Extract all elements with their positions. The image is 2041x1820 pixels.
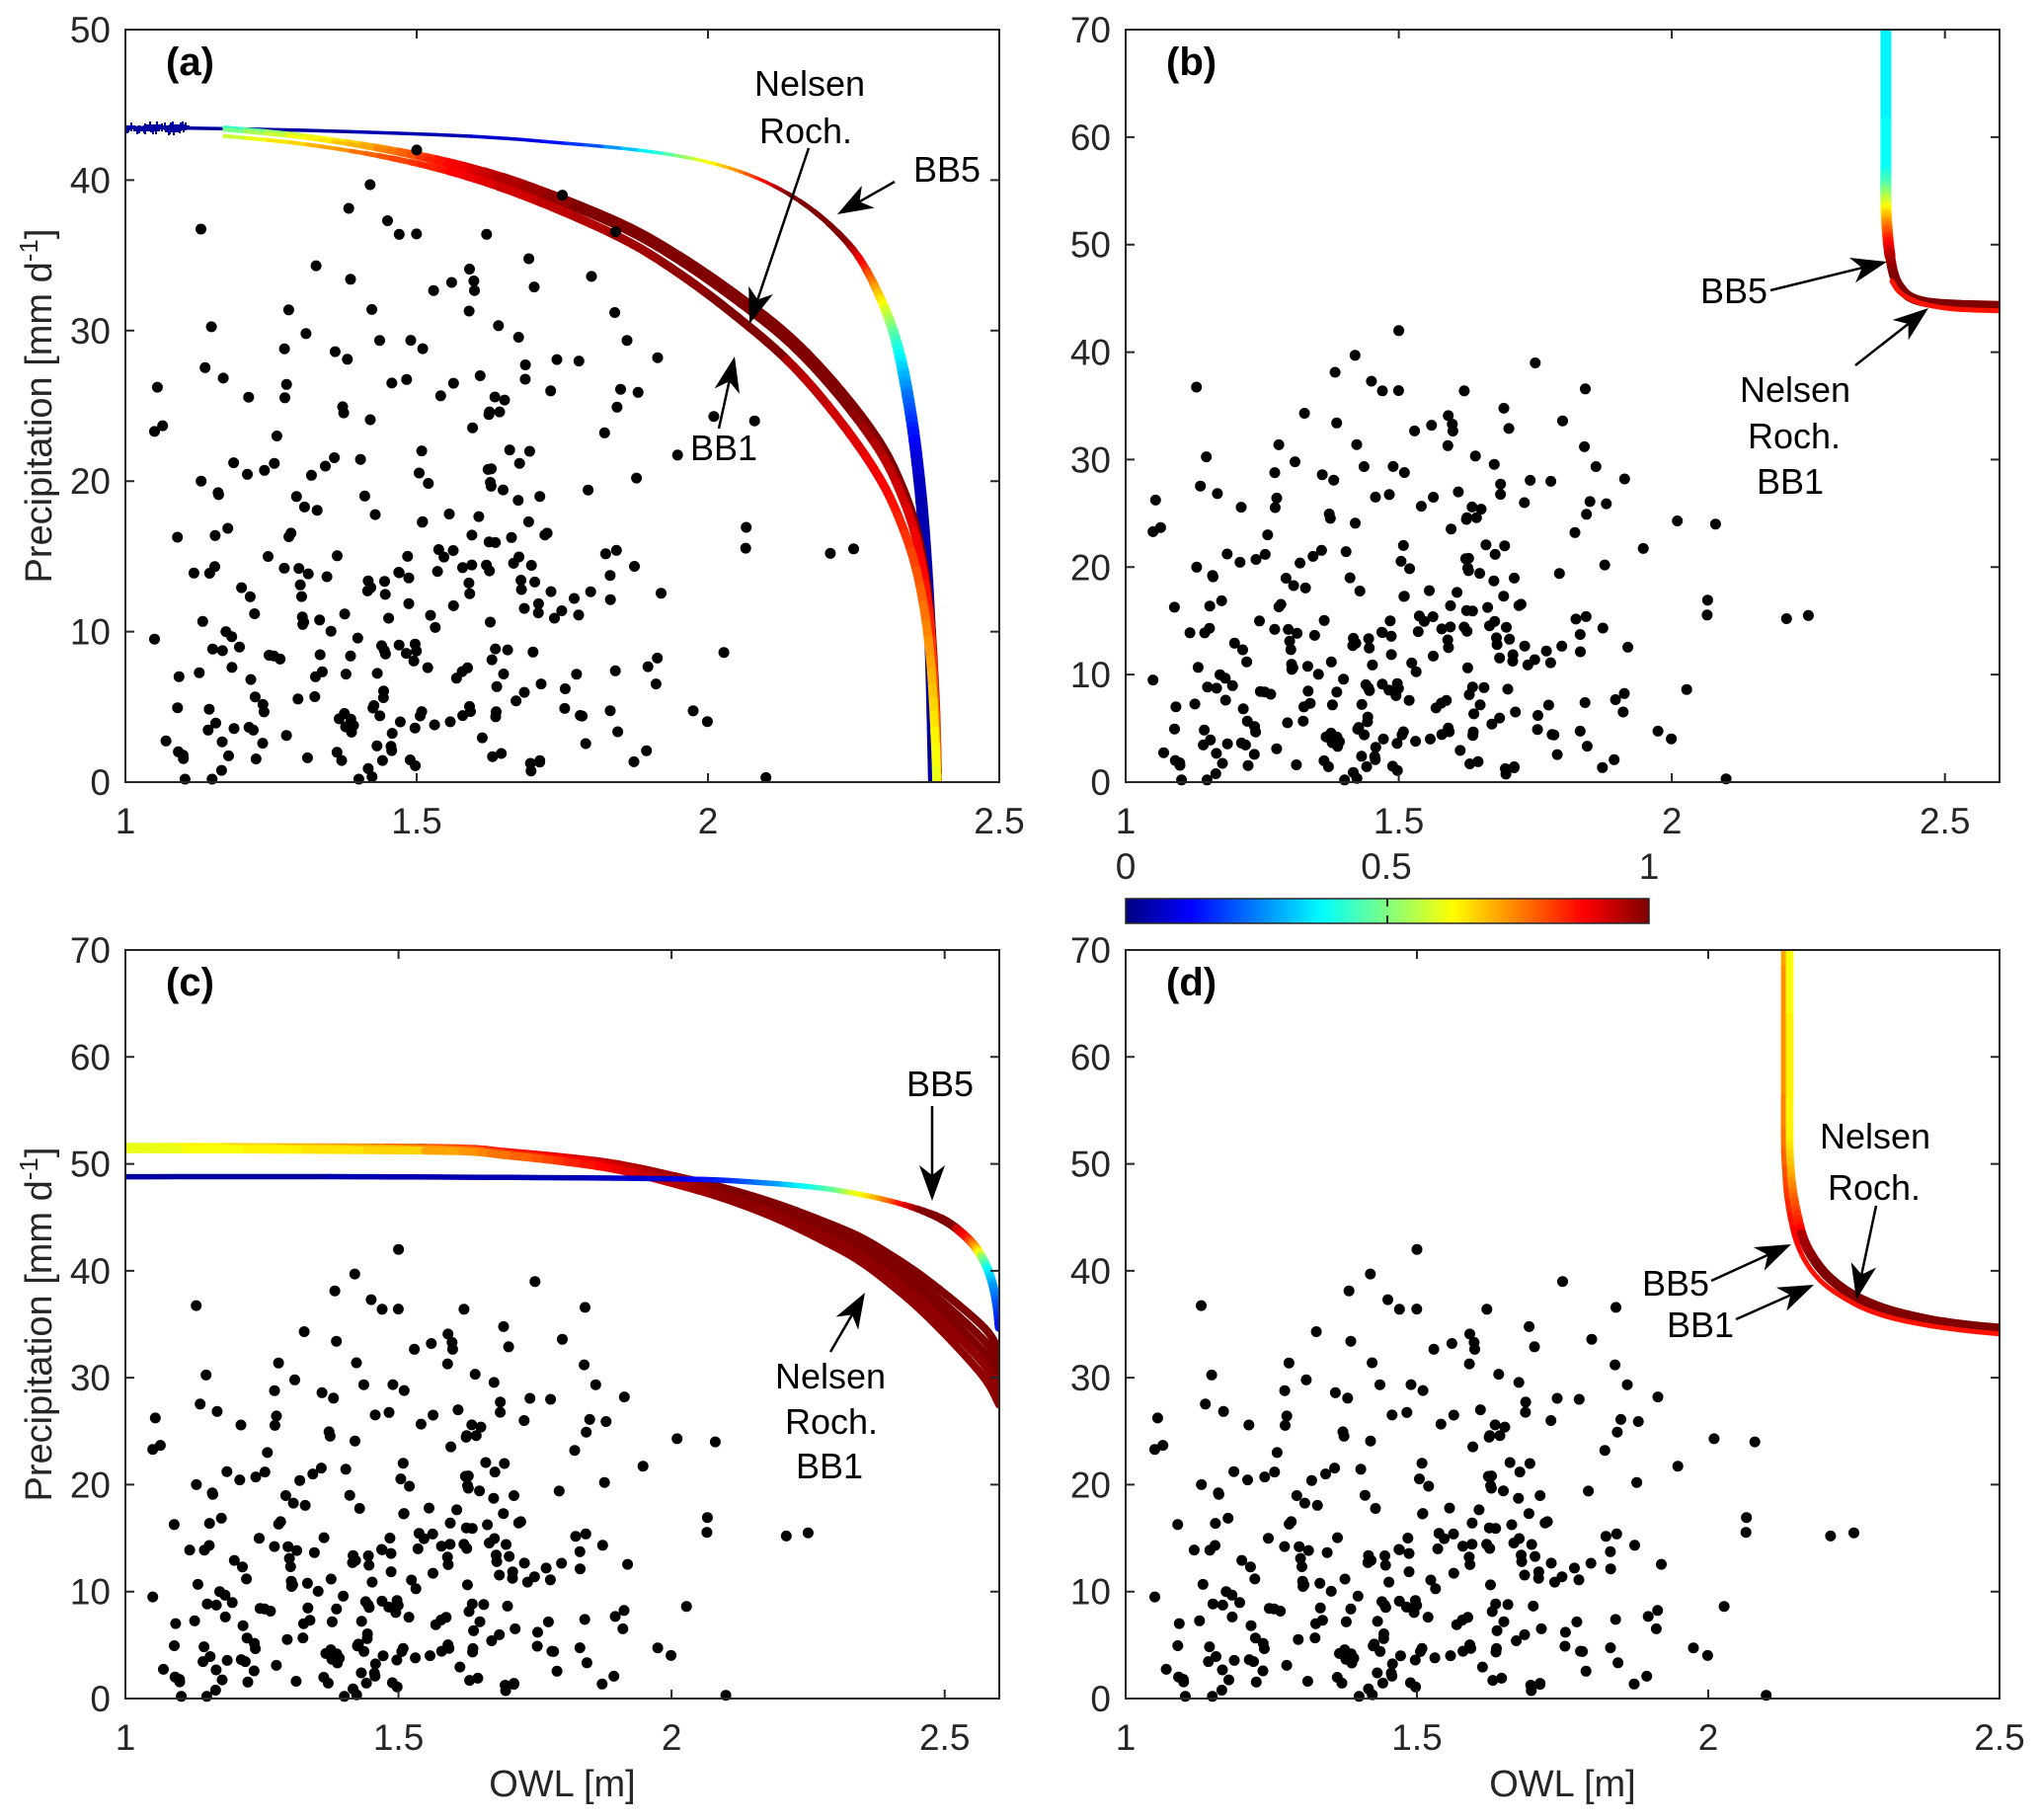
svg-text:0: 0 bbox=[1090, 762, 1111, 803]
svg-text:1: 1 bbox=[116, 801, 136, 841]
svg-text:BB5: BB5 bbox=[1642, 1263, 1709, 1304]
svg-text:30: 30 bbox=[1070, 439, 1111, 480]
svg-text:0.5: 0.5 bbox=[1361, 846, 1411, 887]
svg-text:BB5: BB5 bbox=[906, 1064, 974, 1104]
svg-text:2.5: 2.5 bbox=[974, 801, 1024, 841]
svg-text:30: 30 bbox=[1070, 1358, 1111, 1398]
svg-text:60: 60 bbox=[1070, 118, 1111, 158]
svg-text:Roch.: Roch. bbox=[759, 111, 852, 151]
svg-text:Precipitation [mm d-1]: Precipitation [mm d-1] bbox=[14, 1147, 60, 1502]
svg-text:0: 0 bbox=[90, 1679, 111, 1719]
svg-text:1: 1 bbox=[116, 1717, 136, 1758]
svg-text:50: 50 bbox=[1070, 1145, 1111, 1185]
svg-text:50: 50 bbox=[70, 10, 111, 50]
svg-text:(d): (d) bbox=[1166, 961, 1217, 1004]
svg-text:Roch.: Roch. bbox=[785, 1401, 878, 1442]
svg-text:20: 20 bbox=[1070, 547, 1111, 588]
svg-text:(c): (c) bbox=[166, 961, 214, 1004]
svg-text:30: 30 bbox=[70, 1358, 111, 1398]
svg-text:OWL [m]: OWL [m] bbox=[1489, 1764, 1635, 1805]
svg-text:1.5: 1.5 bbox=[391, 801, 441, 841]
svg-text:50: 50 bbox=[1070, 225, 1111, 266]
svg-text:1.5: 1.5 bbox=[1374, 801, 1424, 841]
svg-text:2: 2 bbox=[1662, 801, 1683, 841]
svg-text:BB1: BB1 bbox=[690, 428, 757, 468]
svg-text:2: 2 bbox=[662, 1717, 682, 1758]
svg-text:BB5: BB5 bbox=[913, 149, 981, 190]
svg-text:20: 20 bbox=[1070, 1464, 1111, 1505]
svg-text:2: 2 bbox=[698, 801, 719, 841]
svg-text:40: 40 bbox=[1070, 1251, 1111, 1292]
svg-text:1.5: 1.5 bbox=[373, 1717, 424, 1758]
svg-text:BB1: BB1 bbox=[1757, 461, 1824, 502]
svg-text:BB5: BB5 bbox=[1700, 271, 1767, 311]
svg-text:60: 60 bbox=[1070, 1037, 1111, 1077]
svg-text:Nelsen: Nelsen bbox=[1740, 369, 1850, 410]
svg-text:50: 50 bbox=[70, 1145, 111, 1185]
svg-text:OWL [m]: OWL [m] bbox=[489, 1764, 635, 1805]
svg-text:1: 1 bbox=[1116, 1717, 1137, 1758]
svg-text:2.5: 2.5 bbox=[919, 1717, 970, 1758]
svg-text:10: 10 bbox=[1070, 1572, 1111, 1613]
svg-text:Nelsen: Nelsen bbox=[754, 63, 865, 104]
svg-text:0: 0 bbox=[1116, 846, 1137, 887]
svg-text:70: 70 bbox=[70, 930, 111, 971]
svg-text:10: 10 bbox=[70, 1572, 111, 1613]
svg-text:(b): (b) bbox=[1166, 40, 1217, 84]
svg-text:1: 1 bbox=[1116, 801, 1137, 841]
svg-text:0: 0 bbox=[90, 762, 111, 803]
svg-text:2.5: 2.5 bbox=[1974, 1717, 2024, 1758]
svg-text:Nelsen: Nelsen bbox=[1820, 1116, 1930, 1156]
svg-text:BB1: BB1 bbox=[796, 1446, 863, 1486]
svg-text:2.5: 2.5 bbox=[1920, 801, 1970, 841]
svg-text:Precipitation [mm d-1]: Precipitation [mm d-1] bbox=[14, 229, 60, 584]
svg-text:40: 40 bbox=[70, 1251, 111, 1292]
svg-text:1: 1 bbox=[1639, 846, 1660, 887]
svg-text:0: 0 bbox=[1090, 1679, 1111, 1719]
svg-text:70: 70 bbox=[1070, 10, 1111, 50]
svg-text:Roch.: Roch. bbox=[1828, 1167, 1921, 1208]
svg-text:70: 70 bbox=[1070, 930, 1111, 971]
svg-text:20: 20 bbox=[70, 461, 111, 502]
svg-text:10: 10 bbox=[70, 612, 111, 653]
svg-text:Roch.: Roch. bbox=[1748, 416, 1841, 456]
svg-text:Nelsen: Nelsen bbox=[775, 1356, 886, 1396]
svg-text:2: 2 bbox=[1698, 1717, 1719, 1758]
svg-text:40: 40 bbox=[70, 160, 111, 200]
svg-text:20: 20 bbox=[70, 1464, 111, 1505]
svg-text:40: 40 bbox=[1070, 333, 1111, 373]
svg-text:30: 30 bbox=[70, 311, 111, 352]
svg-text:60: 60 bbox=[70, 1037, 111, 1077]
svg-text:BB1: BB1 bbox=[1667, 1305, 1734, 1345]
svg-text:1.5: 1.5 bbox=[1391, 1717, 1442, 1758]
svg-text:10: 10 bbox=[1070, 655, 1111, 695]
svg-text:(a): (a) bbox=[166, 40, 214, 84]
